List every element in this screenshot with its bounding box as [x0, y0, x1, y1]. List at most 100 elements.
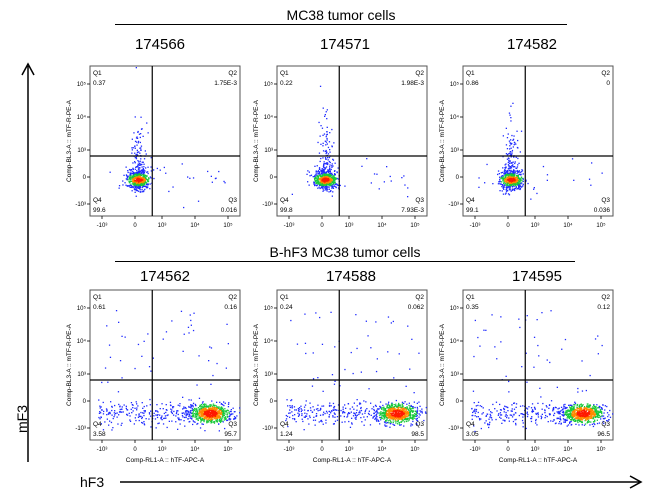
event-dot — [143, 170, 145, 173]
event-dot — [389, 426, 391, 428]
event-dot — [416, 420, 419, 422]
event-dot — [321, 175, 324, 177]
event-dot — [514, 183, 516, 185]
event-dot — [137, 168, 140, 170]
event-dot — [579, 410, 581, 412]
event-dot — [304, 416, 306, 418]
event-dot — [301, 414, 303, 417]
event-dot — [335, 186, 337, 188]
event-dot — [153, 415, 155, 417]
event-dot — [205, 420, 208, 422]
event-dot — [583, 409, 586, 411]
event-dot — [499, 183, 501, 185]
event-dot — [391, 409, 394, 411]
event-dot — [593, 416, 595, 418]
event-dot — [233, 418, 235, 420]
event-dot — [330, 172, 332, 175]
event-dot — [511, 183, 513, 185]
event-dot — [130, 172, 132, 174]
event-dot — [537, 402, 539, 404]
event-dot — [114, 414, 116, 416]
event-dot — [330, 179, 332, 181]
event-dot — [412, 407, 414, 410]
event-dot — [585, 419, 587, 421]
quadrant-value-q4: 99.8 — [280, 207, 293, 214]
event-dot — [187, 411, 189, 413]
event-dot — [579, 407, 581, 409]
event-dot — [359, 410, 361, 412]
event-dot — [185, 415, 187, 417]
event-dot — [317, 170, 320, 172]
event-dot — [222, 407, 224, 410]
event-dot — [123, 404, 125, 406]
event-dot — [326, 143, 328, 145]
event-dot — [388, 413, 390, 415]
event-dot — [404, 415, 406, 417]
event-dot — [118, 321, 120, 323]
event-dot — [225, 418, 227, 420]
event-dot — [408, 419, 410, 421]
event-dot — [318, 421, 320, 423]
event-dot — [574, 420, 576, 422]
event-dot — [317, 141, 319, 144]
event-dot — [505, 174, 507, 176]
event-dot — [204, 414, 206, 416]
event-dot — [332, 177, 334, 179]
event-dot — [579, 418, 581, 420]
event-dot — [208, 360, 210, 362]
event-dot — [363, 416, 365, 418]
event-dot — [351, 406, 354, 408]
event-dot — [136, 176, 138, 178]
event-dot — [565, 406, 567, 409]
event-dot — [138, 151, 140, 153]
event-dot — [147, 172, 149, 175]
event-dot — [541, 413, 543, 415]
event-dot — [135, 195, 137, 197]
event-dot — [367, 335, 369, 337]
event-dot — [405, 418, 407, 420]
event-dot — [514, 161, 516, 163]
event-dot — [326, 186, 328, 188]
event-dot — [127, 171, 129, 174]
event-dot — [117, 423, 119, 425]
event-dot — [289, 416, 291, 418]
event-dot — [207, 419, 209, 422]
event-dot — [510, 181, 512, 184]
event-dot — [314, 174, 317, 176]
event-dot — [402, 412, 404, 414]
event-dot — [525, 179, 527, 181]
event-dot — [191, 412, 193, 414]
event-dot — [378, 412, 380, 414]
event-dot — [133, 173, 135, 175]
event-dot — [510, 120, 512, 122]
event-dot — [218, 417, 220, 419]
event-dot — [330, 412, 332, 414]
event-dot — [166, 426, 168, 429]
event-dot — [326, 185, 328, 188]
event-dot — [130, 402, 133, 404]
event-dot — [148, 412, 151, 414]
event-dot — [510, 167, 513, 169]
event-dot — [211, 404, 213, 406]
event-dot — [566, 412, 568, 414]
event-dot — [120, 424, 122, 426]
y-axis-label: Comp-BL3-A :: mTF-R-PE-A — [66, 99, 73, 182]
event-dot — [142, 407, 144, 409]
event-dot — [411, 406, 414, 408]
event-dot — [321, 181, 323, 183]
event-dot — [511, 186, 514, 188]
event-dot — [147, 183, 149, 185]
event-dot — [384, 412, 387, 415]
event-dot — [331, 163, 333, 165]
event-dot — [326, 151, 328, 153]
event-dot — [165, 417, 167, 419]
event-dot — [323, 170, 325, 172]
event-dot — [128, 182, 131, 184]
event-dot — [340, 415, 342, 417]
event-dot — [378, 414, 381, 416]
event-dot — [171, 412, 173, 415]
event-dot — [508, 140, 511, 142]
event-dot — [344, 368, 346, 371]
event-dot — [327, 183, 330, 186]
event-dot — [137, 187, 139, 189]
